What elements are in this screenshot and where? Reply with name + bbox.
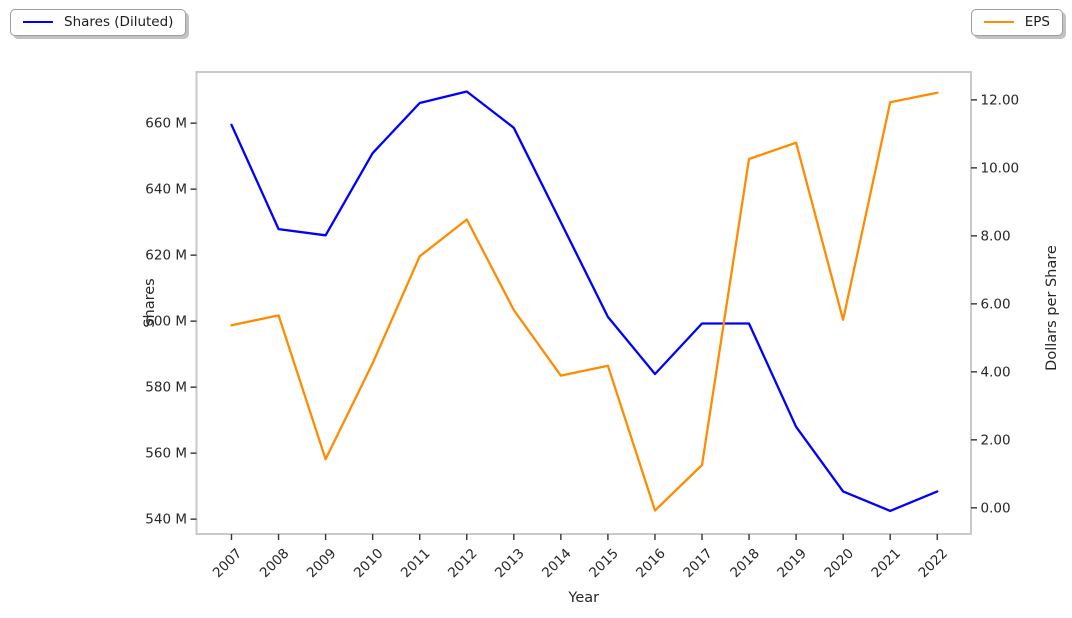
legend-eps: EPS xyxy=(970,9,1063,36)
x-axis-tick-label: 2021 xyxy=(868,546,904,582)
left-axis-tick-label: 600 M xyxy=(145,314,187,330)
left-axis-label: Shares xyxy=(142,278,158,327)
left-axis-tick-label: 540 M xyxy=(145,512,187,528)
x-axis-tick-label: 2010 xyxy=(351,546,387,582)
right-axis-tick-label: 12.00 xyxy=(981,92,1020,108)
left-axis-tick-label: 580 M xyxy=(145,380,187,396)
shares-line-swatch xyxy=(23,21,53,23)
right-axis-label: Dollars per Share xyxy=(1044,245,1060,371)
x-axis-tick-label: 2020 xyxy=(821,546,857,582)
x-axis-tick-label: 2016 xyxy=(633,546,669,582)
plot-area-border xyxy=(195,71,972,535)
x-axis-tick-label: 2012 xyxy=(445,546,481,582)
x-axis-tick-label: 2018 xyxy=(727,546,763,582)
left-axis-tick-label: 620 M xyxy=(145,248,187,264)
left-axis-tick-label: 560 M xyxy=(145,446,187,462)
x-axis-tick-label: 2013 xyxy=(492,546,528,582)
eps-line-swatch xyxy=(983,21,1014,23)
x-axis-tick-label: 2022 xyxy=(915,546,951,582)
x-axis-tick-label: 2007 xyxy=(210,546,246,582)
right-axis-tick-label: 0.00 xyxy=(981,500,1011,516)
legend-shares-label: Shares (Diluted) xyxy=(64,14,174,30)
right-axis-tick-label: 6.00 xyxy=(981,296,1011,312)
right-axis-tick-label: 10.00 xyxy=(981,160,1020,176)
eps-line xyxy=(230,91,939,512)
shares-line xyxy=(230,90,939,513)
right-axis-tick-label: 8.00 xyxy=(981,228,1011,244)
x-axis-tick-label: 2011 xyxy=(398,546,434,582)
right-axis-tick-label: 2.00 xyxy=(981,432,1011,448)
left-axis-tick-label: 660 M xyxy=(145,116,187,132)
x-axis-tick-label: 2014 xyxy=(539,546,575,582)
x-axis-label: Year xyxy=(567,590,599,606)
x-axis-tick-label: 2017 xyxy=(680,546,716,582)
left-axis-tick-label: 640 M xyxy=(145,182,187,198)
legend-shares-diluted: Shares (Diluted) xyxy=(10,9,187,36)
x-axis-tick-label: 2008 xyxy=(257,546,293,582)
right-axis-tick-label: 4.00 xyxy=(981,364,1011,380)
x-axis-tick-label: 2009 xyxy=(304,546,340,582)
x-axis-tick-label: 2019 xyxy=(774,546,810,582)
x-axis-tick-label: 2015 xyxy=(586,546,622,582)
legend-eps-label: EPS xyxy=(1024,14,1050,30)
